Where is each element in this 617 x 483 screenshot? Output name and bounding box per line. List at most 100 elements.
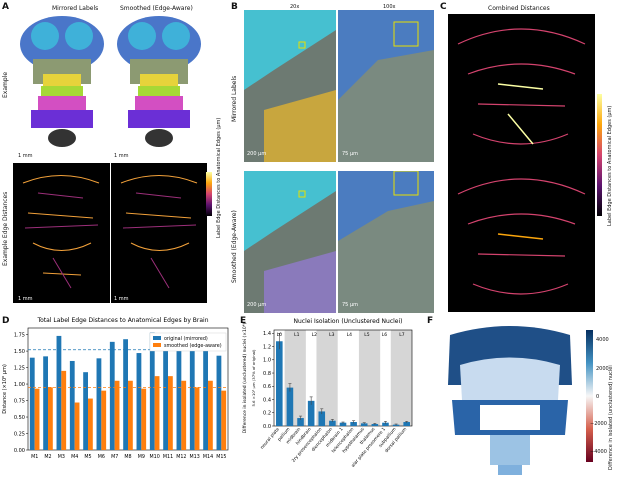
panel-a-scale-bar-2: 1 mm	[114, 153, 129, 159]
panel-b-row-label-mirrored: Mirrored Labels	[231, 75, 238, 122]
chart-d-bar	[216, 355, 222, 450]
panel-label-d: D	[2, 316, 10, 326]
panel-f-tick-0: 4000	[596, 337, 609, 343]
chart-d-ytick-label: 1.00	[14, 382, 25, 388]
chart-e-bar	[392, 424, 400, 426]
chart-e-ytick-label: 1.2	[263, 344, 271, 350]
panel-b-scale-left-1: 200 µm	[247, 151, 267, 157]
chart-e-level-label: L4	[347, 332, 353, 338]
chart-d-ylabel: Distance (×10⁶ µm)	[2, 364, 8, 414]
chart-d-bar	[69, 360, 75, 450]
panel-label-b: B	[231, 2, 238, 12]
chart-d-bar	[88, 398, 93, 450]
chart-d-legend-swatch	[153, 343, 161, 347]
chart-e-bar	[318, 411, 326, 426]
chart-d-xtick-label: M1	[31, 454, 38, 460]
chart-e-bar	[297, 418, 304, 426]
chart-d-xtick-label: M13	[190, 454, 200, 460]
panel-a-edge-smoothed	[111, 163, 207, 303]
chart-e-bar	[371, 424, 379, 426]
chart-e-bar	[329, 420, 336, 426]
chart-d-bar	[74, 402, 80, 450]
panel-f-tick-2: 0	[596, 394, 600, 400]
panel-a-scale-bar-4: 1 mm	[114, 296, 129, 302]
chart-e-bar	[307, 400, 315, 426]
chart-d-xtick-label: M14	[203, 454, 213, 460]
chart-d-xtick-label: M8	[124, 454, 131, 460]
chart-d-bar	[194, 387, 200, 450]
chart-d-bar	[141, 388, 147, 450]
panel-c-colorbar	[597, 94, 602, 216]
panel-b-20x-mirrored	[244, 10, 336, 162]
chart-e-title: Nuclei Isolation (Unclustered Nuclei)	[293, 318, 402, 325]
chart-d-ytick-label: 1.50	[14, 349, 25, 355]
chart-e-bar	[403, 422, 410, 426]
chart-d-bar	[203, 334, 208, 450]
chart-e-ytick-label: 1.0	[263, 358, 271, 364]
chart-d-xtick-label: M10	[150, 454, 160, 460]
chart-d-legend	[149, 332, 227, 352]
chart-d-xtick-label: M11	[163, 454, 173, 460]
chart-d-legend-swatch	[153, 336, 161, 340]
panel-a-brain-smoothed	[111, 14, 207, 154]
panel-f-image	[440, 325, 580, 478]
chart-d-xtick-label: M15	[216, 454, 226, 460]
chart-d-legend-label: original (mirrored)	[164, 336, 208, 342]
panel-b-scale-right-1: 75 µm	[342, 151, 359, 157]
chart-e-bar	[350, 422, 357, 426]
chart-d-bar	[101, 390, 107, 450]
chart-d-legend-label: smoothed (edge-aware)	[164, 343, 222, 349]
chart-d-bar	[136, 353, 142, 450]
chart-d-xtick-label: M6	[98, 454, 105, 460]
chart-d-xtick-label: M2	[44, 454, 51, 460]
panel-label-f: F	[427, 316, 434, 326]
chart-e-level-label: L1	[294, 332, 300, 338]
chart-e-bar	[360, 423, 368, 426]
chart-e-level-label: L5	[364, 332, 370, 338]
chart-d-bar	[29, 357, 35, 450]
chart-d-ytick-label: 0.75	[14, 398, 25, 404]
chart-e-ytick-label: 0.0	[263, 424, 271, 430]
chart-e-ytick-label: 0.8	[263, 371, 271, 377]
chart-e-level-band	[390, 330, 412, 426]
panel-b-row-label-smoothed: Smoothed (Edge-Aware)	[231, 210, 238, 283]
chart-e-level-band	[358, 330, 381, 426]
chart-e-ytick-label: 0.6	[263, 384, 271, 390]
panel-a-scale-bar-3: 1 mm	[18, 296, 33, 302]
chart-d-bar	[154, 376, 160, 450]
panel-label-a: A	[2, 2, 9, 12]
panel-a-row-label-edge: Example Edge Distances	[2, 191, 9, 266]
chart-d-bar	[61, 370, 67, 450]
panel-c-image	[448, 14, 595, 312]
chart-d-bar	[128, 380, 133, 450]
chart-d-bar	[181, 380, 187, 450]
panel-f-colorbar-label: Difference in isolated (unclustered) nuc…	[608, 365, 614, 470]
chart-d-bar	[168, 376, 173, 450]
chart-e-bar	[276, 341, 283, 426]
chart-d-ytick-label: 0.25	[14, 431, 25, 437]
chart-d: Total Label Edge Distances to Anatomical…	[2, 317, 229, 460]
chart-e-ytick-label: 0.2	[263, 411, 271, 417]
chart-e: Nuclei Isolation (Unclustered Nuclei) L0…	[242, 318, 413, 469]
chart-e-level-label: L6	[382, 332, 388, 338]
chart-d-ytick-label: 1.25	[14, 365, 25, 371]
panel-a-edge-mirrored	[13, 163, 110, 303]
chart-e-bar	[339, 422, 347, 426]
chart-d-ytick-label: 1.75	[14, 332, 25, 338]
panel-c-colorbar-label: Label Edge Distances to Anatomical Edges…	[607, 105, 613, 226]
chart-e-level-label: L7	[399, 332, 405, 338]
chart-d-bar	[114, 380, 120, 450]
chart-d-ytick-label: 0.50	[14, 415, 25, 421]
chart-e-ytick-label: 1.4	[263, 331, 271, 337]
chart-d-bar	[189, 349, 195, 450]
panel-a-col-title-mirrored: Mirrored Labels	[52, 5, 99, 12]
chart-d-title: Total Label Edge Distances to Anatomical…	[36, 317, 208, 324]
panel-b-100x-smoothed	[338, 171, 434, 313]
panel-a-row-label-example: Example	[2, 71, 9, 98]
chart-d-bar	[34, 388, 40, 450]
panel-a-col-title-smoothed: Smoothed (Edge-Aware)	[120, 5, 193, 12]
panel-label-e: E	[240, 316, 247, 326]
panel-b-col-title-100x: 100x	[383, 4, 396, 10]
chart-e-ytick-label: 0.4	[263, 397, 271, 403]
chart-d-bar	[221, 390, 227, 450]
